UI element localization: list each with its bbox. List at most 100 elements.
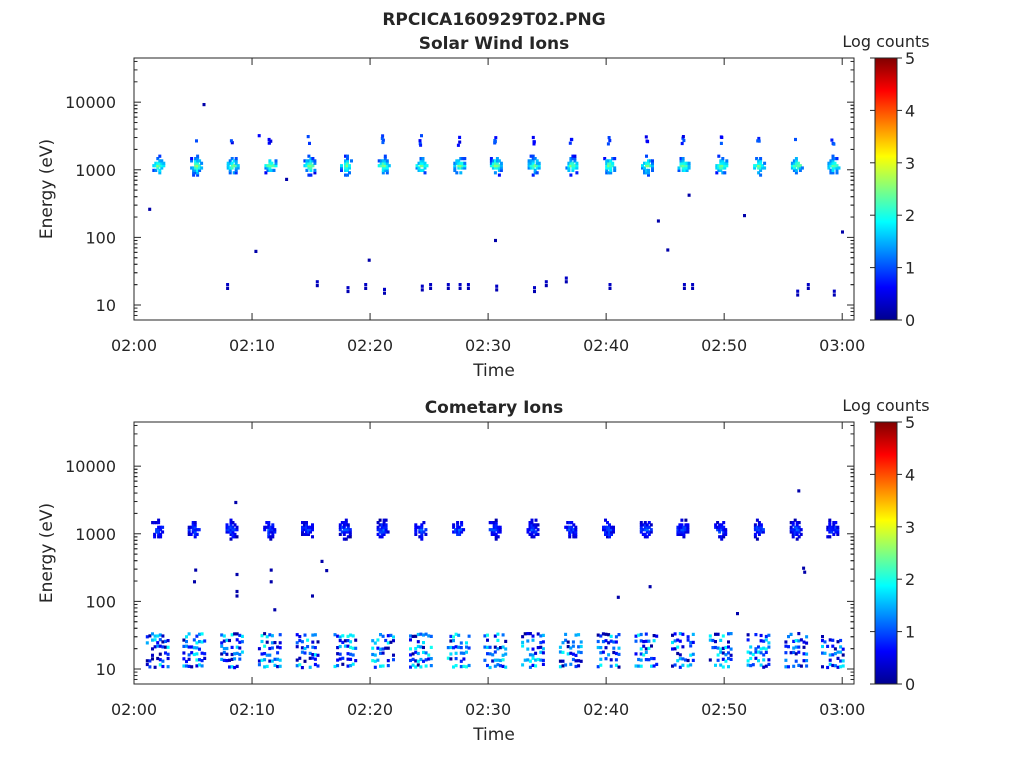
heatmap-cell [537,161,541,165]
heatmap-cell [195,652,199,656]
heatmap-cell [452,523,456,527]
heatmap-cell [340,166,343,170]
heatmap-cell [499,168,503,172]
heatmap-cell [534,651,538,655]
x-tick-label: 03:00 [819,336,865,355]
heatmap-cell [579,659,583,663]
heatmap-cell [685,161,689,165]
heatmap-cell [828,662,832,666]
heatmap-cell [805,664,809,668]
heatmap-cell [377,159,381,163]
heatmap-cell [532,523,536,527]
x-tick-label: 02:40 [583,700,629,719]
heatmap-cell [418,528,422,532]
heatmap-cell [348,535,352,539]
heatmap-cell [495,288,499,292]
heatmap-cell [489,157,493,161]
heatmap-cell [230,645,234,649]
heatmap-cell [419,168,423,172]
heatmap-cell [643,532,647,536]
plot-background [134,58,854,320]
heatmap-cell [571,166,575,170]
heatmap-cell [269,580,273,584]
heatmap-cell [148,659,152,663]
heatmap-cell [191,525,195,529]
heatmap-cell [383,161,387,165]
heatmap-cell [300,640,304,644]
heatmap-cell [571,164,575,168]
heatmap-cell [719,141,723,145]
heatmap-cell [794,161,798,165]
heatmap-cell [721,634,725,638]
heatmap-cell [835,166,839,170]
heatmap-cell [449,634,453,638]
heatmap-cell [158,652,162,656]
heatmap-cell [383,166,387,170]
heatmap-cell [346,161,349,165]
heatmap-cell [716,653,720,657]
heatmap-cell [376,525,380,529]
heatmap-cell [645,171,648,175]
heatmap-cell [681,136,685,140]
heatmap-cell [729,653,733,657]
heatmap-cell [446,286,450,290]
heatmap-cell [795,523,799,527]
heatmap-cell [303,528,306,532]
heatmap-cell [647,658,651,662]
heatmap-cell [161,634,165,638]
heatmap-cell [532,142,536,146]
heatmap-cell [422,641,425,645]
heatmap-cell [193,580,196,584]
heatmap-cell [306,638,310,642]
heatmap-cell [421,159,425,163]
heatmap-cell [378,528,382,532]
heatmap-cell [303,659,307,663]
heatmap-cell [577,633,581,637]
heatmap-cell [260,634,264,638]
heatmap-cell [681,166,685,170]
heatmap-cell [727,645,730,649]
heatmap-cell [805,659,809,663]
heatmap-cell [305,532,308,536]
heatmap-cell [193,523,197,527]
heatmap-cell [190,159,194,163]
heatmap-cell [573,154,577,158]
heatmap-cell [266,164,270,168]
heatmap-cell [718,530,722,534]
heatmap-cell [832,293,836,297]
heatmap-cell [463,164,467,168]
heatmap-cell [311,656,315,660]
heatmap-cell [527,161,531,165]
heatmap-cell [411,652,415,656]
heatmap-cell [257,647,261,651]
heatmap-cell [346,639,350,643]
heatmap-cell [678,639,682,643]
heatmap-cell [828,521,832,525]
heatmap-cell [346,634,350,638]
heatmap-cell [831,663,835,668]
heatmap-cell [228,168,232,172]
heatmap-cell [336,652,340,656]
heatmap-cell [340,530,344,534]
heatmap-cell [821,639,824,643]
heatmap-cell [453,164,457,168]
heatmap-cell [455,171,459,175]
heatmap-cell [681,161,685,165]
heatmap-cell [295,658,299,662]
heatmap-cell [492,528,496,532]
heatmap-cell [235,645,239,649]
heatmap-cell [460,523,464,527]
heatmap-cell [794,659,798,663]
heatmap-cell [424,651,428,655]
heatmap-cell [679,164,683,168]
heatmap-cell [270,634,274,638]
heatmap-cell [343,644,347,648]
heatmap-cell [832,521,836,525]
heatmap-cell [307,530,310,534]
heatmap-cell [794,164,798,168]
heatmap-cell [344,537,348,541]
heatmap-cell [645,161,648,165]
heatmap-cell [456,532,460,536]
heatmap-cell [721,157,725,161]
